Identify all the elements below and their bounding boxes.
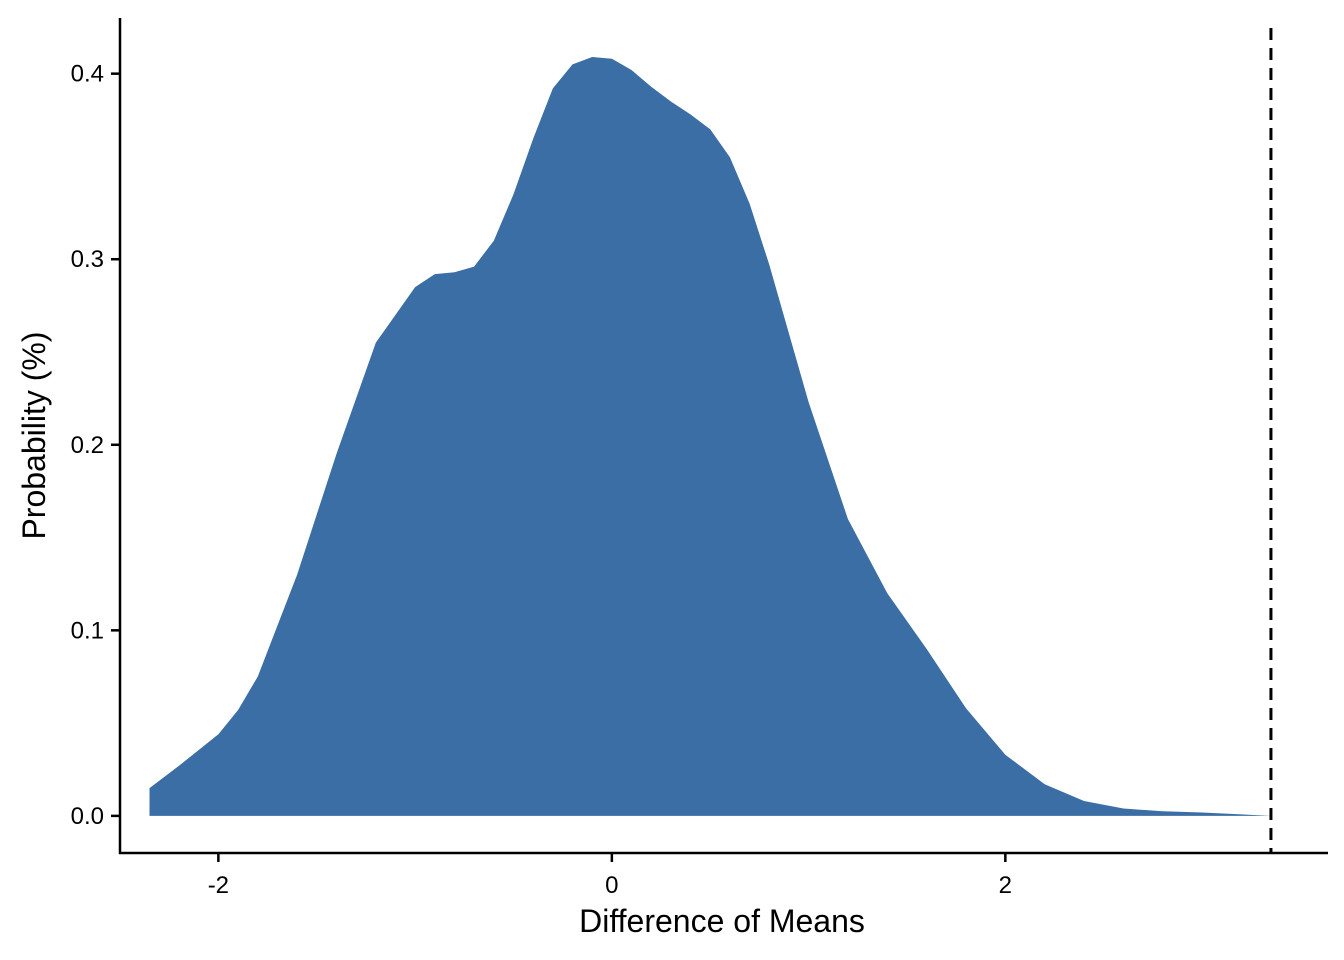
y-tick-label: 0.4 bbox=[71, 61, 104, 88]
y-axis-title: Probability (%) bbox=[16, 331, 52, 539]
y-tick-label: 0.2 bbox=[71, 432, 104, 459]
x-tick-label: 0 bbox=[605, 872, 618, 899]
y-tick-label: 0.1 bbox=[71, 617, 104, 644]
axes: -2 0 2 0.0 0.1 0.2 0.3 0.4 bbox=[71, 18, 1328, 899]
density-area bbox=[149, 57, 1271, 816]
x-tick-label: -2 bbox=[208, 872, 229, 899]
x-axis-title: Difference of Means bbox=[579, 903, 865, 939]
x-tick-label: 2 bbox=[999, 872, 1012, 899]
y-tick-label: 0.0 bbox=[71, 803, 104, 830]
y-axis-ticks: 0.0 0.1 0.2 0.3 0.4 bbox=[71, 61, 120, 830]
plot-area bbox=[149, 28, 1273, 853]
y-tick-label: 0.3 bbox=[71, 246, 104, 273]
x-axis-ticks: -2 0 2 bbox=[208, 853, 1012, 899]
